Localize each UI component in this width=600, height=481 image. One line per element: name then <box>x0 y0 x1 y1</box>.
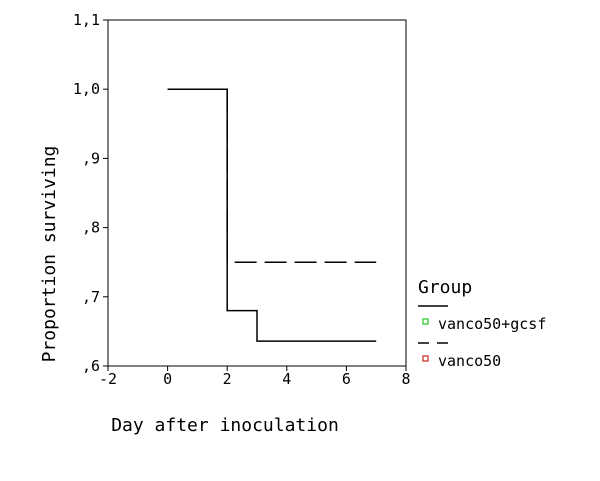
y-axis-ticks: ,6 ,7 ,8 ,9 1,0 1,1 <box>73 11 108 375</box>
x-tick-label: 0 <box>163 370 172 388</box>
plot-frame <box>107 19 407 367</box>
y-tick-label: 1,1 <box>73 11 100 29</box>
y-tick-label: 1,0 <box>73 80 100 98</box>
x-tick-label: 6 <box>342 370 351 388</box>
x-tick-label: 2 <box>223 370 232 388</box>
plot-border <box>107 19 407 367</box>
legend: Group vanco50+gcsf vanco50 <box>418 277 546 370</box>
chart-panel <box>0 0 563 442</box>
x-tick-label: -2 <box>99 370 117 388</box>
y-tick-label: ,7 <box>82 288 100 306</box>
y-axis-title: Proportion surviving <box>39 146 60 363</box>
legend-label: vanco50 <box>438 352 501 370</box>
legend-title: Group <box>418 277 472 298</box>
x-tick-label: 4 <box>282 370 291 388</box>
x-tick-label: 8 <box>401 370 410 388</box>
x-axis-ticks: -2 0 2 4 6 8 <box>99 366 411 388</box>
series-lines <box>167 88 377 342</box>
x-axis-title: Day after inoculation <box>111 415 339 436</box>
y-tick-label: ,8 <box>82 219 100 237</box>
legend-label: vanco50+gcsf <box>438 315 546 333</box>
series-line-vanco50 <box>167 88 377 263</box>
y-tick-label: ,6 <box>82 357 100 375</box>
legend-marker <box>422 355 429 362</box>
y-tick-label: ,9 <box>82 149 100 167</box>
legend-marker <box>422 318 429 325</box>
series-line-vanco50-gcsf <box>167 88 377 342</box>
